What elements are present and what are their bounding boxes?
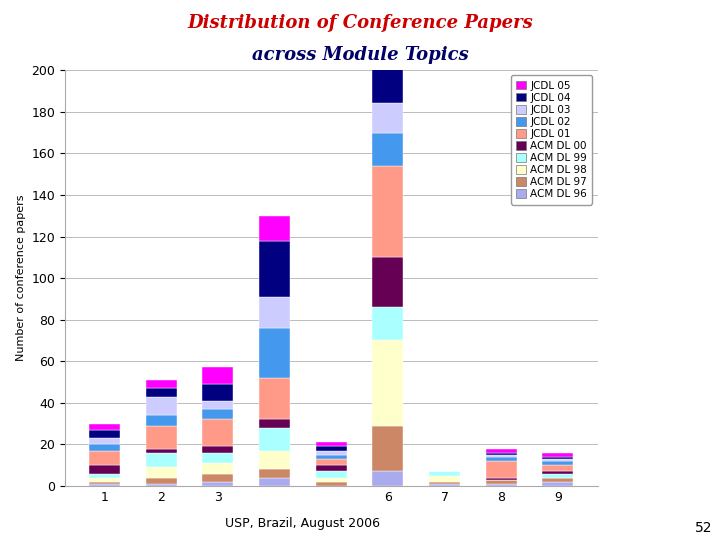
Bar: [372, 471, 403, 486]
Bar: [485, 457, 517, 461]
Bar: [315, 442, 347, 447]
Bar: [315, 471, 347, 478]
Bar: [315, 482, 347, 486]
Bar: [89, 430, 120, 438]
Bar: [315, 459, 347, 465]
Bar: [145, 396, 177, 415]
Bar: [202, 474, 233, 482]
Bar: [259, 428, 290, 451]
Bar: [89, 423, 120, 430]
Bar: [372, 426, 403, 471]
Text: across Module Topics: across Module Topics: [251, 46, 469, 64]
Legend: JCDL 05, JCDL 04, JCDL 03, JCDL 02, JCDL 01, ACM DL 00, ACM DL 99, ACM DL 98, AC: JCDL 05, JCDL 04, JCDL 03, JCDL 02, JCDL…: [510, 76, 593, 205]
Bar: [202, 420, 233, 447]
Text: 52: 52: [696, 521, 713, 535]
Bar: [372, 132, 403, 166]
Bar: [485, 461, 517, 478]
Bar: [145, 467, 177, 478]
Bar: [145, 484, 177, 486]
Bar: [259, 478, 290, 486]
Bar: [372, 341, 403, 426]
Bar: [372, 307, 403, 341]
Bar: [89, 451, 120, 465]
Bar: [485, 453, 517, 455]
Bar: [429, 482, 460, 484]
Bar: [89, 484, 120, 486]
Bar: [202, 447, 233, 453]
Bar: [145, 380, 177, 388]
Bar: [315, 451, 347, 455]
Bar: [259, 469, 290, 478]
Bar: [372, 4, 403, 49]
Bar: [202, 368, 233, 384]
Bar: [542, 459, 573, 461]
Bar: [89, 438, 120, 444]
Bar: [485, 455, 517, 457]
Bar: [202, 482, 233, 486]
Bar: [542, 474, 573, 478]
Bar: [485, 484, 517, 486]
Bar: [259, 297, 290, 328]
Bar: [429, 476, 460, 482]
Bar: [259, 378, 290, 420]
Bar: [372, 166, 403, 258]
Bar: [145, 449, 177, 453]
Bar: [542, 482, 573, 486]
Bar: [202, 463, 233, 474]
Bar: [259, 215, 290, 241]
Bar: [145, 388, 177, 396]
Bar: [315, 447, 347, 451]
Bar: [259, 241, 290, 297]
Bar: [542, 471, 573, 474]
Bar: [429, 471, 460, 476]
Bar: [145, 426, 177, 449]
Bar: [485, 478, 517, 480]
Bar: [372, 258, 403, 307]
Bar: [315, 478, 347, 482]
Bar: [202, 401, 233, 409]
Bar: [89, 444, 120, 451]
Bar: [542, 478, 573, 482]
Bar: [542, 457, 573, 459]
Bar: [315, 465, 347, 471]
Y-axis label: Number of conference papers: Number of conference papers: [16, 195, 26, 361]
Bar: [202, 384, 233, 401]
Bar: [202, 453, 233, 463]
Bar: [89, 478, 120, 482]
Bar: [202, 409, 233, 420]
Bar: [429, 484, 460, 486]
Bar: [89, 474, 120, 478]
Bar: [145, 415, 177, 426]
Bar: [372, 104, 403, 132]
Bar: [145, 478, 177, 484]
Bar: [259, 328, 290, 378]
Bar: [542, 465, 573, 471]
Text: USP, Brazil, August 2006: USP, Brazil, August 2006: [225, 517, 380, 530]
Bar: [542, 461, 573, 465]
Bar: [145, 453, 177, 467]
Bar: [89, 465, 120, 474]
Bar: [485, 480, 517, 484]
Bar: [315, 455, 347, 459]
Text: Distribution of Conference Papers: Distribution of Conference Papers: [187, 14, 533, 31]
Bar: [542, 453, 573, 457]
Bar: [89, 482, 120, 484]
Bar: [372, 49, 403, 104]
Bar: [485, 449, 517, 453]
Bar: [259, 420, 290, 428]
Bar: [259, 451, 290, 469]
